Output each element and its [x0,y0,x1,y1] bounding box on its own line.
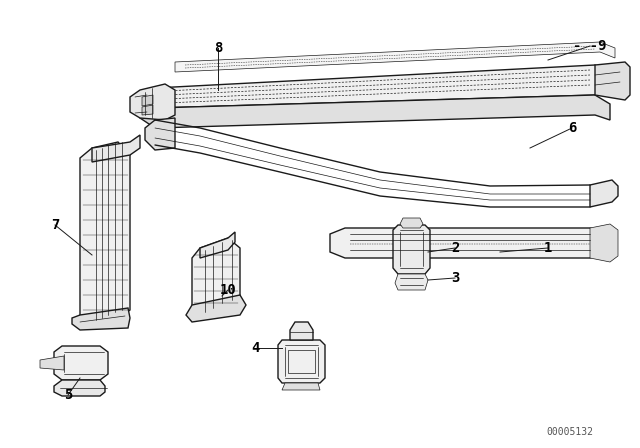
Polygon shape [282,383,320,390]
Polygon shape [72,308,130,330]
Polygon shape [155,65,610,108]
Polygon shape [140,88,155,128]
Text: 6: 6 [568,121,576,135]
Polygon shape [142,95,153,106]
Text: 3: 3 [451,271,459,285]
Polygon shape [54,380,105,396]
Polygon shape [393,225,430,274]
Text: 1: 1 [544,241,552,255]
Polygon shape [142,105,153,115]
Polygon shape [92,135,140,162]
Polygon shape [200,232,235,258]
Text: 10: 10 [220,283,236,297]
Polygon shape [145,118,175,150]
Text: 5: 5 [64,388,72,402]
Polygon shape [330,228,610,258]
Polygon shape [400,218,423,228]
Polygon shape [80,142,130,324]
Text: 00005132: 00005132 [547,427,593,437]
Polygon shape [290,322,313,340]
Polygon shape [40,356,64,370]
Polygon shape [595,62,630,100]
Text: 2: 2 [451,241,459,255]
Polygon shape [590,180,618,207]
Text: - -9: - -9 [573,39,607,53]
Polygon shape [130,84,175,120]
Polygon shape [278,340,325,383]
Text: 8: 8 [214,41,222,55]
Text: 4: 4 [251,341,259,355]
Text: 7: 7 [51,218,59,232]
Polygon shape [54,346,108,380]
Polygon shape [186,295,246,322]
Polygon shape [155,95,610,128]
Polygon shape [590,224,618,262]
Polygon shape [395,274,428,290]
Polygon shape [175,42,615,72]
Polygon shape [192,238,240,316]
